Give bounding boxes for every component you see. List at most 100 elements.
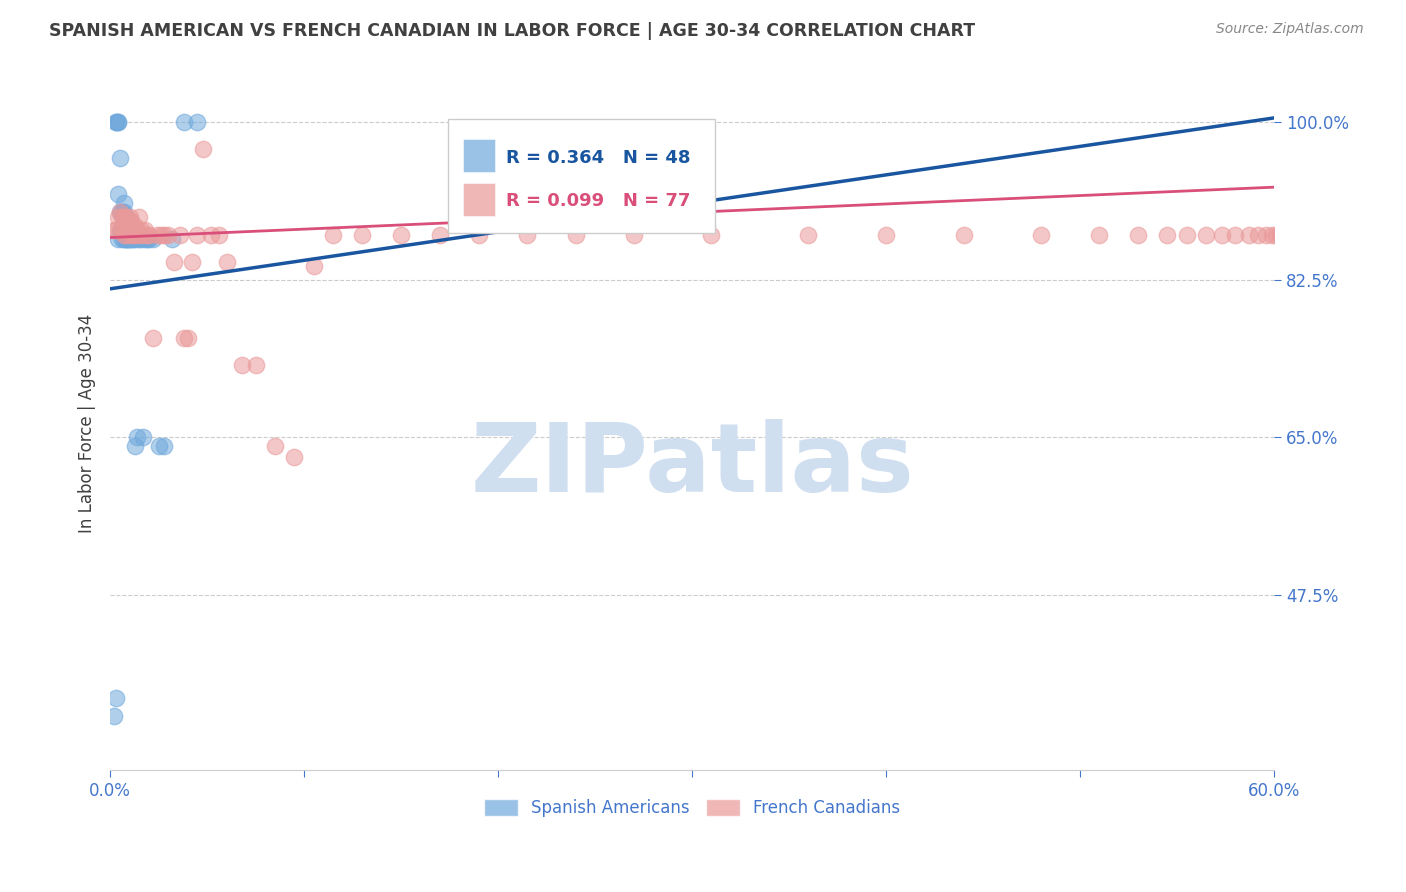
Point — [117, 232, 139, 246]
Point — [163, 255, 186, 269]
Point — [352, 227, 374, 242]
Point — [148, 439, 170, 453]
Point — [128, 210, 150, 224]
Point — [149, 227, 172, 242]
Point — [1261, 227, 1284, 242]
Point — [104, 223, 127, 237]
Point — [1265, 227, 1288, 242]
Point — [107, 115, 129, 129]
Point — [389, 227, 412, 242]
Point — [1128, 227, 1150, 242]
Point — [107, 210, 129, 224]
Point — [114, 227, 136, 242]
Point — [153, 439, 176, 453]
Point — [153, 227, 176, 242]
Point — [157, 227, 180, 242]
Point — [128, 232, 150, 246]
Point — [129, 232, 152, 246]
Point — [118, 223, 141, 237]
Point — [112, 205, 135, 219]
Point — [112, 232, 135, 246]
Point — [124, 219, 146, 233]
Point — [104, 691, 127, 706]
Text: R = 0.364   N = 48: R = 0.364 N = 48 — [506, 149, 690, 167]
Legend: Spanish Americans, French Canadians: Spanish Americans, French Canadians — [478, 792, 907, 824]
Point — [136, 232, 159, 246]
Point — [114, 232, 136, 246]
Text: Source: ZipAtlas.com: Source: ZipAtlas.com — [1216, 22, 1364, 37]
Point — [142, 331, 165, 345]
Point — [180, 255, 202, 269]
Point — [112, 196, 135, 211]
Point — [104, 115, 127, 129]
Point — [200, 227, 222, 242]
Point — [108, 152, 131, 166]
Point — [429, 227, 451, 242]
Point — [245, 358, 267, 372]
Point — [127, 223, 149, 237]
Point — [215, 255, 238, 269]
Point — [114, 223, 136, 237]
Point — [112, 223, 135, 237]
Point — [122, 232, 145, 246]
Point — [1272, 227, 1295, 242]
Point — [122, 223, 145, 237]
Point — [117, 232, 139, 246]
Bar — [463, 183, 495, 216]
Point — [134, 232, 156, 246]
Point — [124, 232, 146, 246]
Point — [128, 227, 150, 242]
Point — [1281, 227, 1303, 242]
Point — [142, 232, 165, 246]
Point — [1286, 227, 1309, 242]
Point — [107, 187, 129, 202]
Point — [108, 205, 131, 219]
Text: ZIPatlas: ZIPatlas — [470, 418, 914, 512]
Point — [177, 331, 200, 345]
Point — [114, 232, 136, 246]
Point — [107, 115, 129, 129]
Point — [173, 331, 195, 345]
Point — [193, 142, 215, 156]
Point — [145, 227, 167, 242]
Point — [952, 227, 974, 242]
Point — [564, 227, 586, 242]
Point — [1256, 227, 1278, 242]
Point — [1156, 227, 1178, 242]
Point — [173, 115, 195, 129]
Point — [186, 115, 208, 129]
Point — [138, 232, 160, 246]
Point — [124, 227, 146, 242]
Point — [103, 223, 125, 237]
Point — [322, 227, 344, 242]
Point — [283, 450, 305, 464]
Point — [1211, 227, 1233, 242]
Point — [111, 223, 134, 237]
Point — [132, 430, 155, 444]
Point — [169, 227, 191, 242]
Point — [1268, 227, 1291, 242]
Point — [1284, 227, 1306, 242]
Point — [111, 232, 134, 246]
Point — [1225, 227, 1247, 242]
Point — [132, 227, 155, 242]
Point — [700, 227, 723, 242]
Point — [231, 358, 253, 372]
Point — [129, 223, 152, 237]
Point — [112, 227, 135, 242]
Point — [111, 223, 134, 237]
Point — [117, 223, 139, 237]
Point — [302, 260, 325, 274]
Point — [127, 430, 149, 444]
Point — [112, 214, 135, 228]
FancyBboxPatch shape — [447, 119, 716, 234]
Point — [103, 709, 125, 723]
Point — [1031, 227, 1053, 242]
Point — [138, 227, 160, 242]
Point — [516, 227, 538, 242]
Point — [875, 227, 897, 242]
Bar — [463, 139, 495, 172]
Point — [107, 232, 129, 246]
Point — [134, 223, 156, 237]
Point — [112, 210, 135, 224]
